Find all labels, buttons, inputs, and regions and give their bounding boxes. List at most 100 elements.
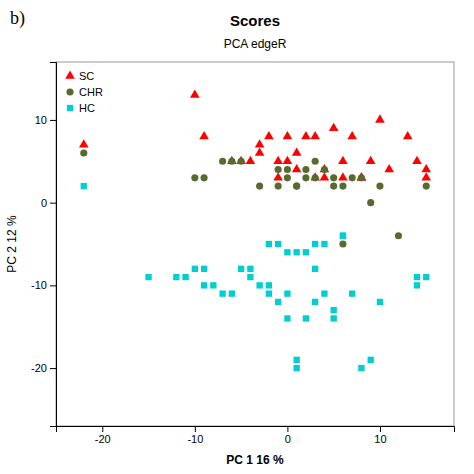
point: [368, 357, 374, 363]
point: [283, 156, 293, 164]
point: [423, 183, 430, 190]
legend-label: SC: [79, 70, 94, 82]
point: [247, 266, 253, 272]
point: [349, 174, 356, 181]
point: [284, 166, 291, 173]
point: [145, 274, 151, 280]
tick-mark: [195, 426, 196, 432]
point: [293, 365, 299, 371]
tick: -20: [95, 426, 111, 445]
tick-mark: [287, 426, 288, 432]
point: [312, 158, 319, 165]
point: [367, 199, 374, 206]
point: [331, 315, 337, 321]
point: [414, 282, 420, 288]
subtitle: PCA edgeR: [224, 37, 287, 51]
tick: 0: [285, 426, 291, 445]
tick-mark: [50, 120, 56, 121]
point: [349, 290, 355, 296]
point: [182, 274, 188, 280]
point: [236, 156, 246, 164]
legend: SC CHR HC: [65, 70, 103, 114]
point: [384, 164, 394, 172]
point: [292, 164, 302, 172]
point: [414, 274, 420, 280]
point: [229, 290, 235, 296]
point: [79, 139, 89, 147]
point: [340, 233, 346, 239]
point: [219, 158, 226, 165]
legend-symbol: [67, 105, 73, 111]
point: [358, 365, 364, 371]
annotation: b): [10, 8, 25, 29]
point: [81, 183, 87, 189]
tick-label: 0: [285, 433, 291, 445]
point: [219, 290, 225, 296]
point: [357, 172, 367, 180]
tick-mark: [380, 426, 381, 432]
point: [330, 174, 337, 181]
point: [255, 147, 265, 155]
points: [79, 90, 431, 372]
point: [358, 174, 365, 181]
point: [284, 315, 290, 321]
point: [293, 357, 299, 363]
point: [273, 156, 283, 164]
x-axis: -20 -10 0 10: [57, 426, 455, 445]
point: [310, 131, 320, 139]
point: [273, 172, 283, 180]
legend-item: HC: [67, 102, 95, 114]
point: [255, 139, 265, 147]
point: [320, 172, 330, 180]
point: [201, 282, 207, 288]
point: [190, 90, 200, 98]
point: [377, 299, 383, 305]
point: [238, 266, 244, 272]
legend-item: CHR: [66, 86, 102, 98]
point: [256, 282, 262, 288]
series-1: [80, 149, 430, 247]
legend-label: HC: [79, 102, 95, 114]
point: [303, 315, 309, 321]
tick-mark: [50, 368, 56, 369]
point: [338, 172, 348, 180]
point: [321, 290, 327, 296]
point: [412, 156, 422, 164]
point: [320, 164, 330, 172]
tick-label: -10: [187, 433, 203, 445]
point: [275, 183, 282, 190]
tick-label: -10: [31, 279, 47, 291]
legend-symbol: [65, 70, 75, 78]
point: [201, 266, 207, 272]
point: [339, 240, 346, 247]
point: [403, 131, 413, 139]
point: [293, 183, 300, 190]
point: [375, 114, 385, 122]
point: [312, 266, 318, 272]
tick: 10: [374, 426, 386, 445]
point: [310, 172, 320, 180]
point: [284, 174, 291, 181]
tick: -20: [31, 362, 56, 374]
point: [376, 183, 383, 190]
point: [264, 131, 274, 139]
point: [173, 274, 179, 280]
tick: 10: [35, 114, 56, 126]
point: [302, 166, 309, 173]
point: [302, 174, 309, 181]
point: [331, 307, 337, 313]
title: Scores: [230, 12, 280, 29]
point: [266, 290, 272, 296]
point: [338, 156, 348, 164]
point: [357, 172, 367, 180]
series-2: [81, 183, 430, 371]
point: [246, 156, 256, 164]
point: [301, 131, 311, 139]
axis-line: [57, 427, 455, 433]
point: [210, 282, 216, 288]
point: [340, 233, 346, 239]
point: [80, 149, 87, 156]
point: [312, 174, 319, 181]
tick: 0: [41, 197, 56, 209]
plot-frame: [56, 62, 454, 426]
